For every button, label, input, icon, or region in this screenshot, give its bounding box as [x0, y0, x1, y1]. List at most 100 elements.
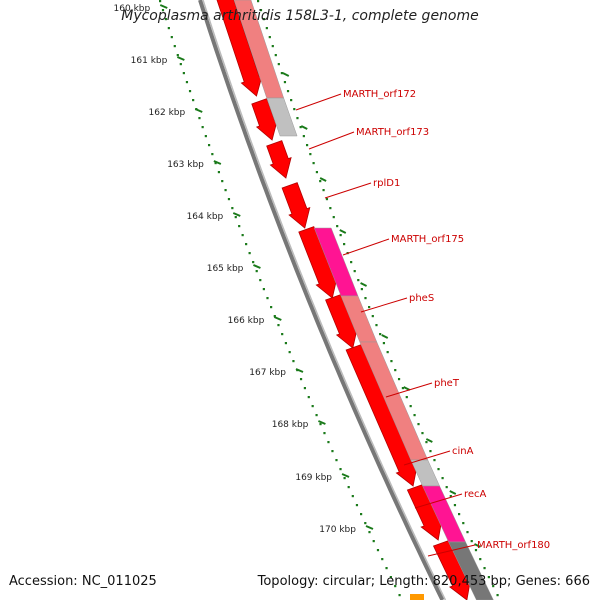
leader-line — [360, 297, 408, 313]
tick-dot — [214, 162, 217, 165]
tick-dot — [234, 216, 237, 219]
gene-label-track: MARTH_orf172 MARTH_orf173 rplD1 MARTH_orf17… — [295, 89, 550, 557]
outer-tick — [360, 282, 368, 287]
ruler-dot — [479, 558, 482, 561]
tick-dot — [185, 81, 189, 84]
tick-dot — [182, 72, 185, 75]
outer-tick — [381, 334, 389, 339]
ruler-dot — [462, 522, 465, 525]
ruler-dot — [492, 585, 495, 588]
gene-label-rpld1: rplD1 — [373, 178, 400, 189]
length-value: 820,453 bp — [432, 574, 508, 589]
leader-line — [427, 544, 476, 557]
tick-dot — [231, 207, 234, 210]
tick-label: 161 kbp — [131, 56, 168, 66]
backbone-line — [198, 0, 445, 600]
tick-dot — [192, 99, 195, 102]
ruler-dot — [268, 36, 271, 39]
outer-tick — [282, 72, 290, 77]
ruler-dot — [437, 468, 440, 471]
leader-line — [295, 93, 342, 111]
ruler-dot — [274, 54, 277, 57]
ruler-dot — [329, 207, 332, 210]
ruler-dot — [413, 414, 416, 417]
tick-dot — [255, 270, 258, 273]
tick-dot — [270, 306, 273, 309]
ruler-dot — [302, 135, 305, 138]
leader-line — [385, 382, 433, 398]
tick-label: 168 kbp — [272, 420, 309, 430]
tick-label: 162 kbp — [149, 108, 186, 118]
tick-dot — [311, 405, 314, 408]
ruler-dot — [357, 279, 360, 282]
tick-label: 166 kbp — [228, 316, 265, 326]
tick-label: 164 kbp — [187, 212, 224, 222]
ruler-dot — [487, 576, 490, 579]
tick-dot — [389, 576, 392, 579]
tick-dot — [198, 117, 201, 120]
tick-dot — [364, 522, 367, 525]
tick-dot — [164, 18, 168, 21]
ruler-dot — [401, 387, 405, 390]
major-tick — [273, 316, 282, 321]
kbp-tick-track: 160 kbp 161 kbp 162 kbp 163 kbp 164 kbp 165 k… — [114, 0, 401, 597]
tick-dot — [248, 252, 251, 255]
ruler-dot — [343, 243, 346, 246]
ruler-dot — [386, 351, 389, 354]
tick-dot — [201, 126, 204, 129]
gene-label-cina: cinA — [452, 446, 474, 457]
outer-tick — [425, 438, 433, 443]
tick-dot — [355, 504, 359, 507]
tick-dot — [394, 585, 397, 588]
gene-label-phes: pheS — [409, 293, 434, 304]
ruler-dot — [453, 504, 457, 507]
tick-dot — [170, 36, 173, 39]
ruler-dot — [466, 531, 469, 534]
ruler-dot — [449, 495, 452, 498]
tick-dot — [273, 315, 276, 318]
tick-dot — [281, 333, 284, 336]
accession-value: NC_011025 — [81, 574, 157, 589]
cds-arrow — [281, 182, 311, 229]
ruler-dot — [265, 27, 268, 30]
genes-label: Genes: — [515, 574, 562, 589]
tick-dot — [323, 432, 326, 435]
ruler-dot — [429, 450, 432, 453]
tick-dot — [351, 495, 354, 498]
genome-backbone — [198, 0, 447, 600]
outer-tick — [339, 229, 347, 234]
tick-dot — [173, 45, 176, 48]
cog-block-orange — [410, 594, 424, 600]
tick-label: 163 kbp — [167, 160, 204, 170]
major-tick — [253, 264, 261, 269]
tick-dot — [176, 54, 179, 57]
tick-dot — [211, 153, 214, 156]
outer-dotted-ruler — [257, 0, 499, 597]
ruler-dot — [293, 108, 296, 111]
tick-dot — [339, 468, 342, 471]
tick-dot — [221, 180, 224, 183]
tick-dot — [303, 387, 307, 390]
tick-label: 167 kbp — [249, 368, 286, 378]
cog-block-dark — [448, 541, 494, 600]
major-tick — [176, 56, 185, 61]
major-tick — [213, 160, 222, 165]
ruler-dot — [259, 9, 263, 12]
ruler-dot — [394, 369, 397, 372]
tick-dot — [277, 324, 280, 327]
ruler-dot — [390, 360, 393, 363]
ruler-dot — [353, 270, 356, 273]
ruler-dot — [409, 405, 412, 408]
leader-line — [308, 131, 355, 150]
tick-dot — [252, 261, 255, 264]
ruler-dot — [458, 513, 461, 516]
tick-dot — [307, 396, 310, 399]
ruler-dot — [364, 297, 367, 300]
topology-label: Topology: — [257, 574, 319, 589]
ruler-dot — [433, 459, 436, 462]
tick-dot — [207, 144, 211, 147]
tick-dot — [385, 567, 388, 570]
tick-dot — [360, 513, 363, 516]
ruler-dot — [280, 72, 283, 75]
tick-dot — [241, 234, 244, 237]
